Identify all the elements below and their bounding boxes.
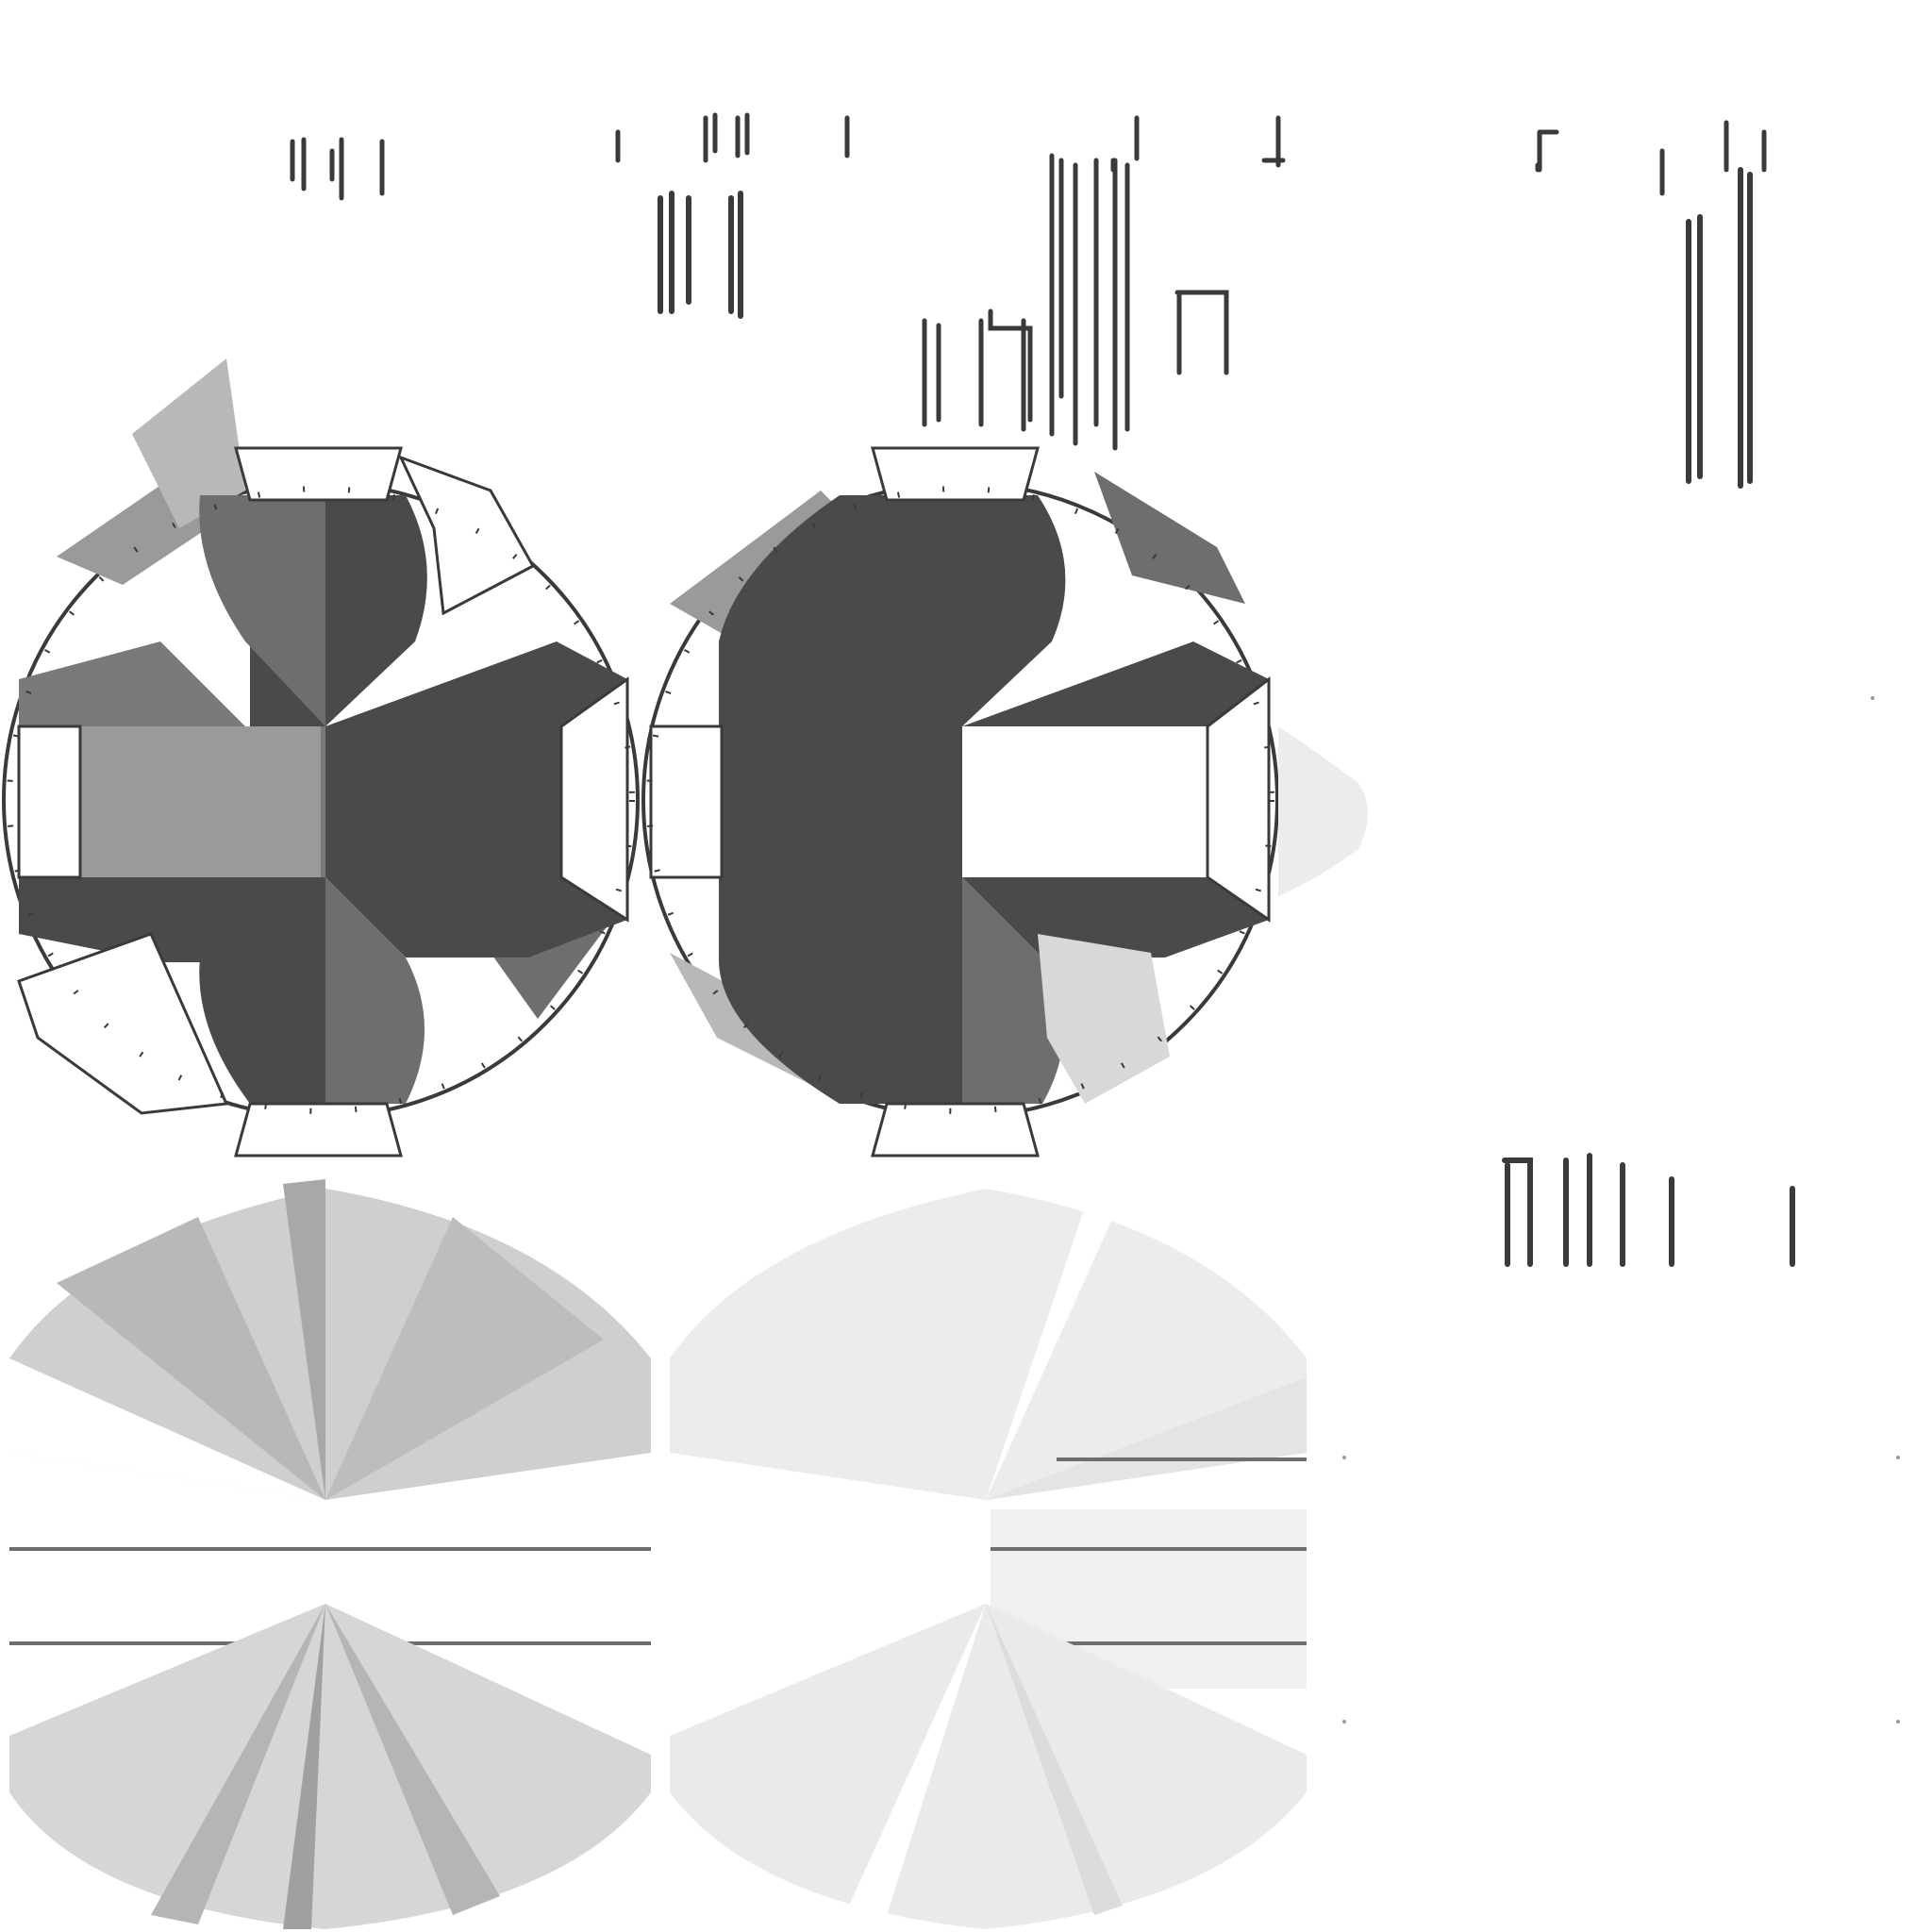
edge-marks (1342, 696, 1900, 1724)
stroke-fragments (290, 112, 1795, 1267)
radial-fan-disc-left (9, 1179, 651, 1929)
octagon-wheel-left (2, 358, 640, 1158)
octagon-wheel-right (641, 446, 1368, 1158)
radial-fan-disc-right (670, 1189, 1307, 1929)
